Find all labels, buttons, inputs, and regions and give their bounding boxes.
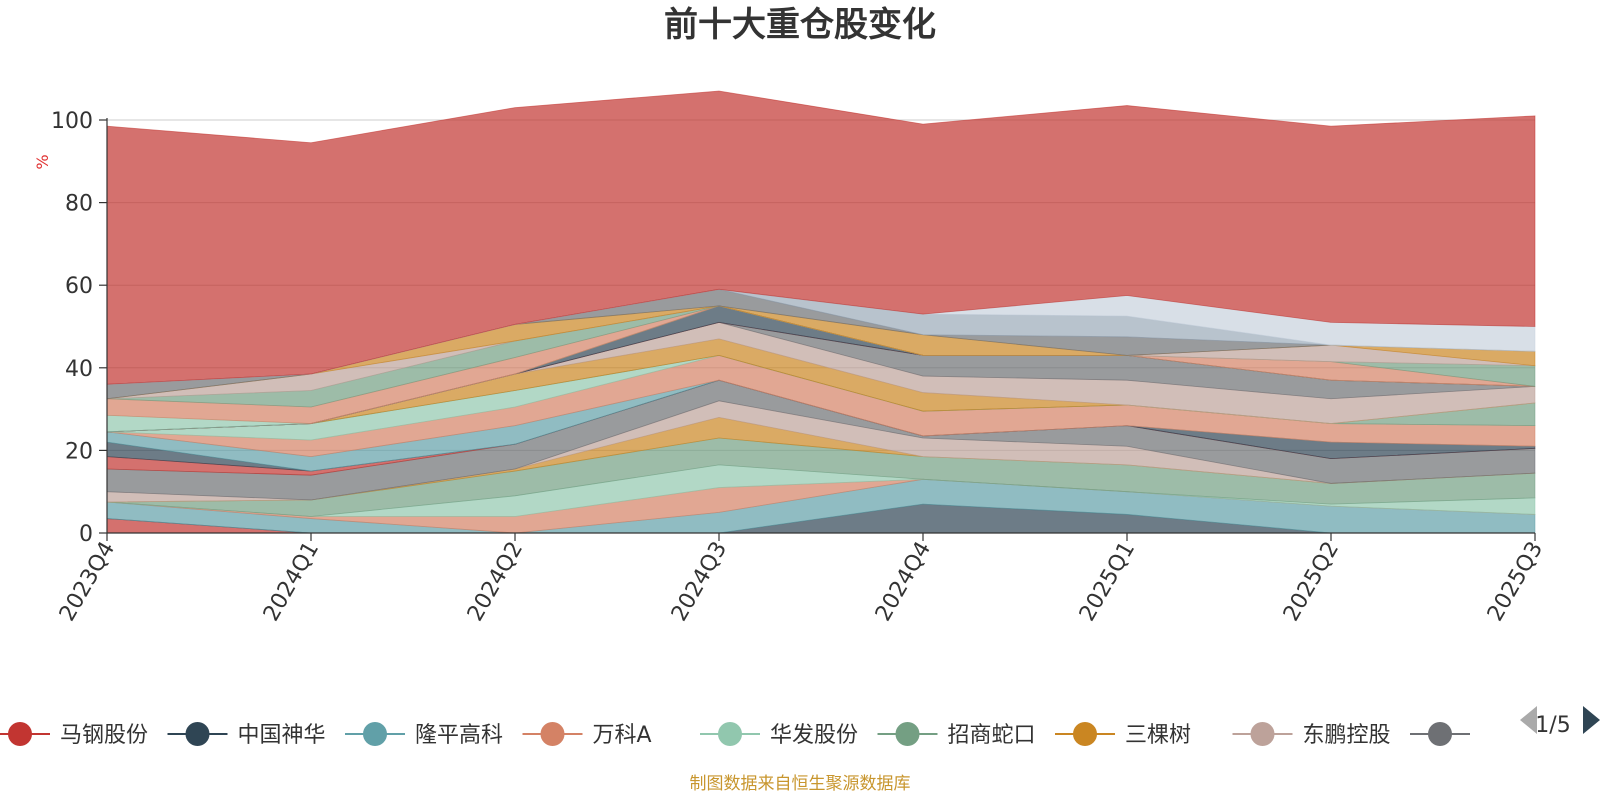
x-tick-label-0: 2023Q4 bbox=[55, 538, 120, 626]
y-tick-label-3: 60 bbox=[65, 274, 93, 299]
legend-marker-4 bbox=[718, 722, 742, 746]
legend-marker-5 bbox=[895, 722, 920, 746]
legend-label-6: 三棵树 bbox=[1125, 723, 1191, 748]
legend-item-5[interactable]: 招商蛇口 bbox=[877, 722, 1036, 748]
legend-item-3[interactable]: 万科A bbox=[522, 722, 652, 748]
legend-item-7[interactable]: 东鹏控股 bbox=[1232, 722, 1391, 748]
legend-marker-6 bbox=[1073, 722, 1097, 746]
legend-item-4[interactable]: 华发股份 bbox=[700, 722, 858, 748]
y-tick-label-5: 100 bbox=[51, 109, 93, 134]
legend-pager[interactable]: 1/5 bbox=[1520, 706, 1600, 738]
x-tick-label-6: 2025Q2 bbox=[1279, 538, 1344, 626]
legend-item-6[interactable]: 三棵树 bbox=[1055, 722, 1191, 748]
legend-item-1[interactable]: 中国神华 bbox=[167, 722, 326, 748]
x-tick-label-2: 2024Q2 bbox=[463, 538, 528, 626]
x-tick-label-4: 2024Q4 bbox=[871, 538, 936, 626]
legend-marker-7 bbox=[1250, 722, 1275, 746]
legend-item-8[interactable]: 建设机 bbox=[1410, 722, 1546, 748]
y-tick-label-0: 0 bbox=[79, 522, 93, 547]
legend[interactable]: 马钢股份 中国神华 隆平高科 万科A 华发股份 招商蛇口 三棵树 东鹏控股 建设机 bbox=[0, 722, 1546, 748]
y-tick-label-1: 20 bbox=[65, 439, 93, 464]
y-tick-label-4: 80 bbox=[65, 192, 93, 217]
legend-item-0[interactable]: 马钢股份 bbox=[0, 722, 148, 748]
legend-marker-2 bbox=[363, 722, 387, 746]
y-axis-unit: % bbox=[33, 154, 52, 169]
legend-label-1: 中国神华 bbox=[238, 723, 326, 748]
y-tick-label-2: 40 bbox=[65, 357, 93, 382]
legend-item-2[interactable]: 隆平高科 bbox=[345, 722, 503, 748]
legend-label-7: 东鹏控股 bbox=[1303, 723, 1391, 748]
pager-prev-icon[interactable] bbox=[1520, 706, 1537, 734]
legend-label-2: 隆平高科 bbox=[415, 723, 503, 748]
legend-marker-3 bbox=[540, 722, 565, 746]
x-tick-label-7: 2025Q3 bbox=[1483, 538, 1548, 626]
area-series bbox=[106, 90, 1536, 534]
legend-label-3: 万科A bbox=[593, 723, 652, 748]
area-series-28 bbox=[106, 90, 1536, 385]
pager-label: 1/5 bbox=[1535, 713, 1570, 738]
x-tick-label-3: 2024Q3 bbox=[667, 538, 732, 626]
legend-label-5: 招商蛇口 bbox=[948, 723, 1036, 748]
legend-marker-1 bbox=[185, 722, 210, 746]
x-tick-label-5: 2025Q1 bbox=[1075, 538, 1140, 626]
x-tick-label-1: 2024Q1 bbox=[259, 538, 324, 626]
legend-marker-8 bbox=[1428, 722, 1452, 746]
legend-marker-0 bbox=[8, 722, 32, 746]
data-source-note: 制图数据来自恒生聚源数据库 bbox=[690, 774, 911, 794]
chart-title: 前十大重仓股变化 bbox=[664, 5, 936, 45]
legend-label-4: 华发股份 bbox=[770, 723, 858, 748]
legend-label-0: 马钢股份 bbox=[60, 723, 148, 748]
pager-next-icon[interactable] bbox=[1583, 706, 1600, 734]
